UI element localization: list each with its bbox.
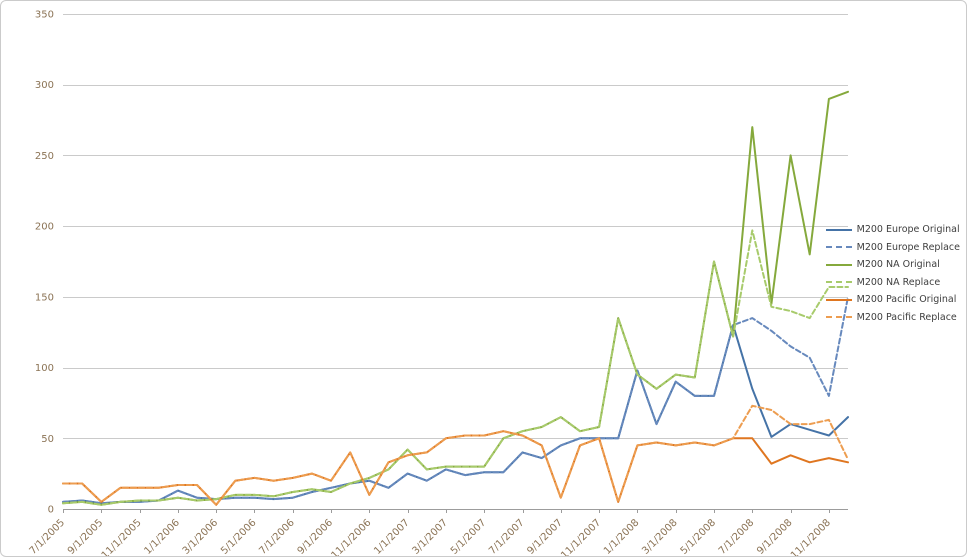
x-tick-label: 9/1/2005 — [66, 517, 106, 556]
series-line-m200-pacific-original — [62, 430, 849, 506]
legend-label: M200 Europe Original — [856, 224, 960, 235]
x-tick-label: 9/1/2008 — [755, 517, 795, 556]
y-tick-label: 150 — [35, 292, 54, 303]
x-tick-label: 5/1/2007 — [449, 517, 489, 556]
legend-solid-line-sample — [825, 298, 852, 301]
series-line-m200-na-original — [62, 90, 849, 506]
x-tick-label: 3/1/2008 — [640, 517, 680, 556]
x-tick-label: 3/1/2006 — [181, 517, 221, 556]
legend-item: M200 Europe Replace — [825, 241, 960, 253]
legend-label: M200 NA Replace — [856, 276, 941, 288]
x-tick-label: 11/1/2007 — [559, 517, 603, 556]
x-tick-label: 7/1/2005 — [28, 517, 68, 556]
legend-item: M200 Pacific Replace — [825, 311, 960, 323]
y-tick-label: 350 — [35, 10, 54, 21]
x-tick-label: 9/1/2007 — [525, 517, 565, 556]
x-tick-label: 9/1/2006 — [296, 517, 336, 556]
y-tick-label: 200 — [35, 222, 54, 233]
x-tick-label: 1/1/2006 — [142, 517, 182, 556]
legend-item: M200 Pacific Original — [825, 294, 960, 305]
legend-dashed-line-sample — [825, 316, 852, 319]
y-tick-label: 100 — [35, 363, 54, 374]
legend-solid-line-sample — [825, 263, 852, 266]
legend-solid-line-sample — [825, 228, 852, 231]
legend-label: M200 NA Original — [856, 259, 940, 270]
y-tick-label: 50 — [41, 434, 54, 445]
x-tick-label: 3/1/2007 — [411, 517, 451, 556]
x-tick-label: 1/1/2007 — [372, 517, 412, 556]
y-tick-label: 0 — [48, 505, 54, 516]
x-tick-label: 11/1/2008 — [789, 517, 833, 556]
x-tick-label: 7/1/2007 — [487, 517, 527, 556]
series-line-m200-pacific-replace — [62, 404, 849, 506]
y-axis-labels: 0 50 100 150 200 250 300 350 — [35, 10, 54, 516]
series-line-m200-europe-replace — [62, 295, 849, 505]
legend-item: M200 NA Replace — [825, 276, 960, 288]
legend-dashed-line-sample — [825, 246, 852, 249]
y-tick-label: 300 — [35, 80, 54, 91]
legend-label: M200 Europe Replace — [856, 241, 960, 253]
chart-legend: M200 Europe Original M200 Europe Replace M… — [825, 224, 960, 323]
x-tick-label: 5/1/2008 — [679, 517, 719, 556]
series-lines — [62, 90, 849, 506]
legend-label: M200 Pacific Original — [856, 294, 957, 305]
legend-label: M200 Pacific Replace — [856, 311, 957, 323]
x-tick-label: 11/1/2005 — [100, 517, 144, 556]
x-tick-label: 7/1/2006 — [257, 517, 297, 556]
x-axis-labels: 7/1/20059/1/200511/1/20051/1/20063/1/200… — [28, 509, 833, 556]
series-line-m200-europe-original — [62, 324, 849, 505]
x-tick-label: 7/1/2008 — [717, 517, 757, 556]
legend-item: M200 NA Original — [825, 259, 960, 270]
x-tick-label: 11/1/2006 — [329, 517, 373, 556]
x-tick-label: 1/1/2008 — [602, 517, 642, 556]
legend-item: M200 Europe Original — [825, 224, 960, 235]
gridlines — [63, 14, 848, 510]
y-tick-label: 250 — [35, 151, 54, 162]
legend-dashed-line-sample — [825, 281, 852, 284]
x-tick-label: 5/1/2006 — [219, 517, 259, 556]
series-line-m200-na-replace — [62, 229, 849, 506]
